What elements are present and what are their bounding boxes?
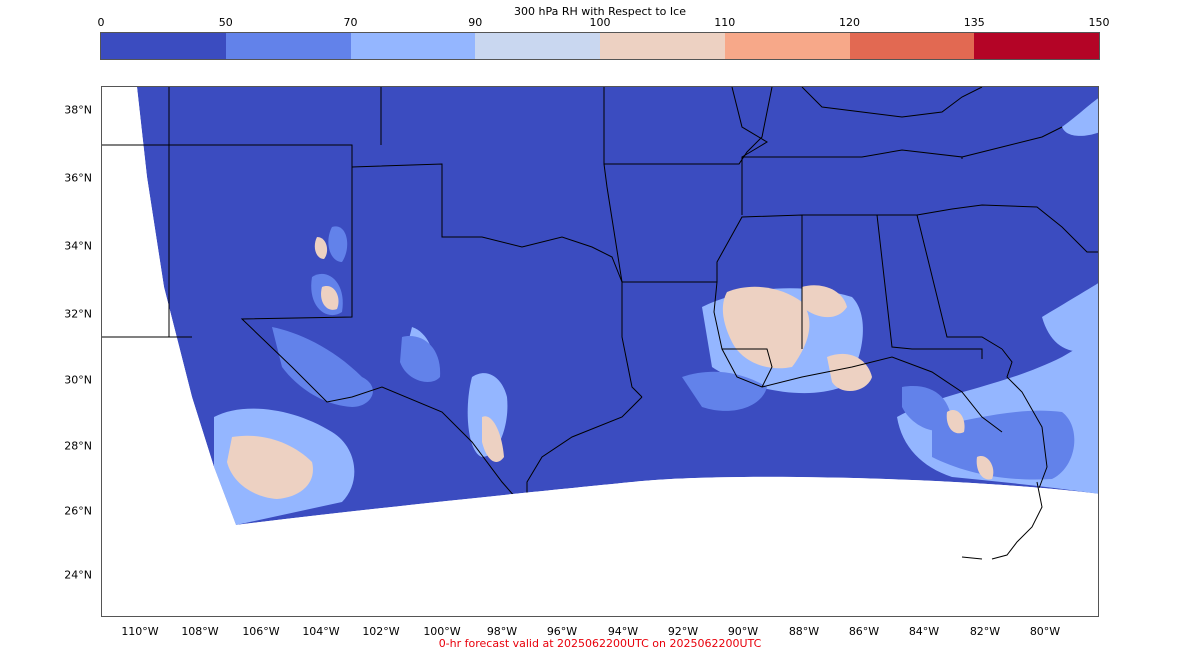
lon-label: 110°W bbox=[121, 625, 159, 638]
colorbar-title: 300 hPa RH with Respect to Ice bbox=[514, 5, 686, 18]
map-panel bbox=[101, 86, 1099, 617]
forecast-valid-text: 0-hr forecast valid at 2025062200UTC on … bbox=[438, 637, 762, 650]
rh-map bbox=[102, 87, 1098, 616]
lon-label: 94°W bbox=[607, 625, 639, 638]
colorbar-segment bbox=[724, 33, 850, 59]
colorbar-tick-label: 110 bbox=[714, 16, 736, 29]
lat-label: 30°N bbox=[64, 373, 92, 387]
colorbar bbox=[100, 32, 1100, 60]
west-borders bbox=[102, 144, 192, 338]
lon-label: 108°W bbox=[181, 625, 219, 638]
florida-outline bbox=[961, 481, 1043, 560]
lat-label: 38°N bbox=[64, 103, 92, 117]
state-borders bbox=[102, 87, 1098, 558]
colorbar-segment bbox=[600, 33, 725, 59]
lat-label: 28°N bbox=[64, 439, 92, 453]
rh-100-110-areas bbox=[227, 237, 994, 499]
colorbar-tick-label: 70 bbox=[343, 16, 358, 29]
colorbar-segment bbox=[350, 33, 476, 59]
lon-label: 82°W bbox=[969, 625, 1001, 638]
lon-label: 102°W bbox=[362, 625, 400, 638]
lon-label: 80°W bbox=[1029, 625, 1061, 638]
lat-label: 36°N bbox=[64, 171, 92, 185]
lon-label: 88°W bbox=[788, 625, 820, 638]
colorbar-segment bbox=[475, 33, 600, 59]
outside-domain bbox=[102, 87, 236, 616]
colorbar-tick-label: 0 bbox=[97, 16, 105, 29]
colorbar-tick-label: 90 bbox=[468, 16, 483, 29]
data-domain bbox=[137, 87, 1098, 525]
lon-label: 90°W bbox=[727, 625, 759, 638]
colorbar-tick-label: 50 bbox=[218, 16, 233, 29]
lon-label: 86°W bbox=[848, 625, 880, 638]
colorbar-tick-label: 150 bbox=[1088, 16, 1110, 29]
colorbar-tick-label: 120 bbox=[839, 16, 860, 29]
lon-label: 92°W bbox=[667, 625, 699, 638]
colorbar-tick-label: 100 bbox=[589, 16, 611, 29]
lat-label: 24°N bbox=[64, 568, 92, 582]
lon-label: 84°W bbox=[908, 625, 940, 638]
outside-domain-bottom bbox=[236, 476, 1098, 616]
colorbar-segment bbox=[849, 33, 975, 59]
colorbar-segment bbox=[101, 33, 226, 59]
colorbar-tick-label: 135 bbox=[963, 16, 985, 29]
lat-label: 32°N bbox=[64, 307, 92, 321]
lat-label: 34°N bbox=[64, 239, 92, 253]
lon-label: 96°W bbox=[546, 625, 578, 638]
lon-label: 98°W bbox=[486, 625, 518, 638]
lon-label: 100°W bbox=[423, 625, 461, 638]
colorbar-segment bbox=[225, 33, 351, 59]
lon-label: 104°W bbox=[302, 625, 340, 638]
lat-label: 26°N bbox=[64, 504, 92, 518]
lon-label: 106°W bbox=[242, 625, 280, 638]
colorbar-segment bbox=[974, 33, 1099, 59]
